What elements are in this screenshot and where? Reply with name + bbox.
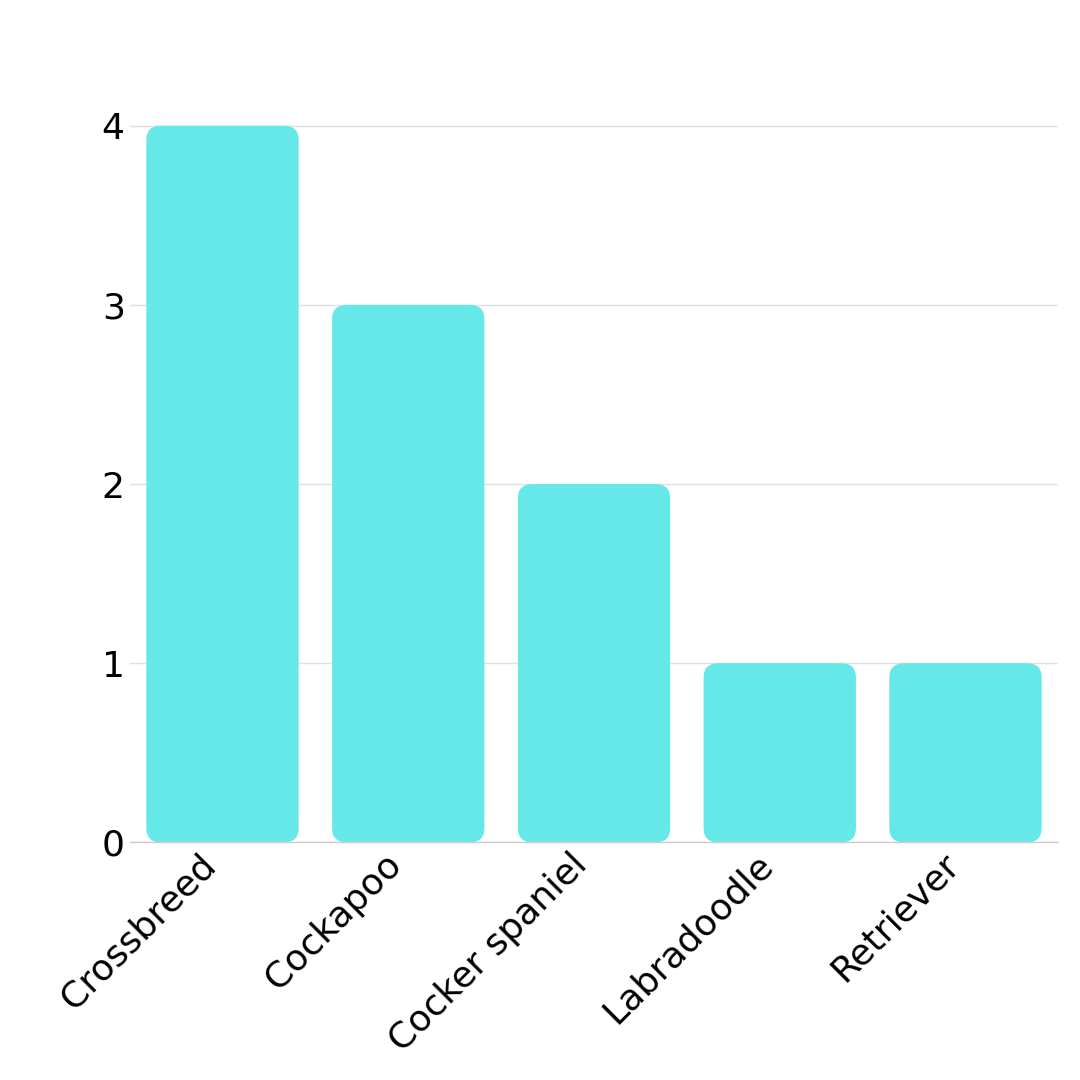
FancyBboxPatch shape: [889, 663, 1042, 842]
FancyBboxPatch shape: [703, 663, 856, 842]
FancyBboxPatch shape: [517, 484, 671, 842]
FancyBboxPatch shape: [146, 125, 299, 842]
FancyBboxPatch shape: [332, 305, 485, 842]
